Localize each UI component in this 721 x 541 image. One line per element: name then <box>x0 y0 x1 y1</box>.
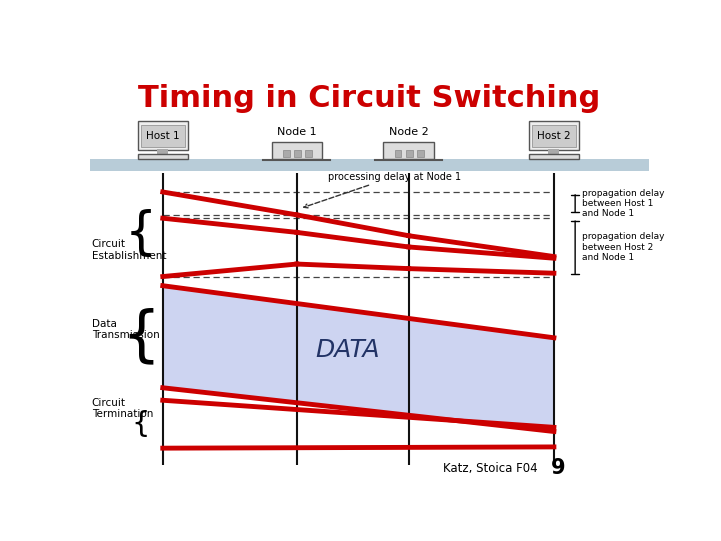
FancyBboxPatch shape <box>90 159 649 171</box>
Bar <box>549 149 559 155</box>
Bar <box>272 142 322 159</box>
Bar <box>394 150 402 156</box>
Text: DATA: DATA <box>315 338 379 362</box>
Bar <box>406 150 412 156</box>
Text: Host 1: Host 1 <box>146 131 180 141</box>
Text: Host 2: Host 2 <box>537 131 571 141</box>
Text: Timing in Circuit Switching: Timing in Circuit Switching <box>138 84 601 113</box>
Bar <box>384 142 434 159</box>
Text: propagation delay
between Host 1
and Node 1: propagation delay between Host 1 and Nod… <box>582 188 664 219</box>
Text: Node 2: Node 2 <box>389 127 428 137</box>
Bar <box>294 150 301 156</box>
Bar <box>141 125 185 147</box>
Text: {: { <box>124 209 156 259</box>
Text: propagation delay
between Host 2
and Node 1: propagation delay between Host 2 and Nod… <box>582 233 664 262</box>
Bar <box>528 121 579 150</box>
Bar <box>532 125 575 147</box>
Text: Data
Transmission: Data Transmission <box>92 319 159 340</box>
Bar <box>157 149 169 155</box>
Text: Node 1: Node 1 <box>277 127 317 137</box>
Text: 9: 9 <box>551 458 566 478</box>
Text: processing delay at Node 1: processing delay at Node 1 <box>304 171 461 208</box>
Text: Circuit
Establishment: Circuit Establishment <box>92 240 167 261</box>
Polygon shape <box>163 286 554 432</box>
Bar <box>528 154 579 159</box>
Bar <box>138 154 188 159</box>
Bar <box>283 150 290 156</box>
Bar <box>305 150 312 156</box>
Text: {: { <box>131 410 149 438</box>
Text: Katz, Stoica F04: Katz, Stoica F04 <box>443 462 537 475</box>
Text: Circuit
Termination: Circuit Termination <box>92 398 153 419</box>
Bar <box>417 150 424 156</box>
Bar <box>138 121 188 150</box>
Text: {: { <box>121 307 160 366</box>
